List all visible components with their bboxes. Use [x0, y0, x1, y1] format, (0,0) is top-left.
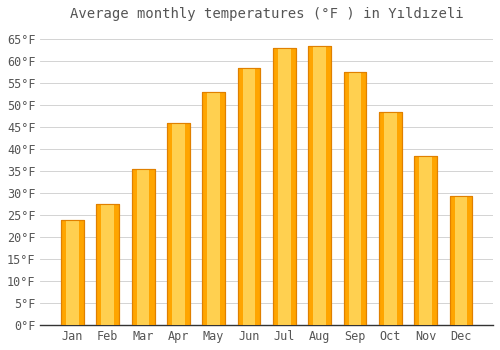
Bar [208, 92, 220, 325]
Bar [414, 156, 437, 325]
Bar [172, 123, 184, 325]
Bar [450, 196, 472, 325]
Bar [202, 92, 225, 325]
Bar [278, 48, 290, 325]
Bar [384, 112, 396, 325]
Bar [96, 204, 119, 325]
Bar [238, 68, 260, 325]
Bar [202, 92, 225, 325]
Bar [61, 220, 84, 325]
Bar [167, 123, 190, 325]
Bar [454, 196, 468, 325]
Bar [344, 72, 366, 325]
Bar [167, 123, 190, 325]
Bar [308, 46, 331, 325]
Bar [379, 112, 402, 325]
Bar [414, 156, 437, 325]
Bar [273, 48, 296, 325]
Bar [273, 48, 296, 325]
Bar [314, 46, 326, 325]
Bar [420, 156, 432, 325]
Bar [344, 72, 366, 325]
Bar [379, 112, 402, 325]
Bar [61, 220, 84, 325]
Bar [66, 220, 78, 325]
Title: Average monthly temperatures (°F ) in Yıldızeli: Average monthly temperatures (°F ) in Yı… [70, 7, 464, 21]
Bar [450, 196, 472, 325]
Bar [308, 46, 331, 325]
Bar [136, 169, 149, 325]
Bar [96, 204, 119, 325]
Bar [242, 68, 256, 325]
Bar [132, 169, 154, 325]
Bar [132, 169, 154, 325]
Bar [348, 72, 362, 325]
Bar [238, 68, 260, 325]
Bar [102, 204, 114, 325]
